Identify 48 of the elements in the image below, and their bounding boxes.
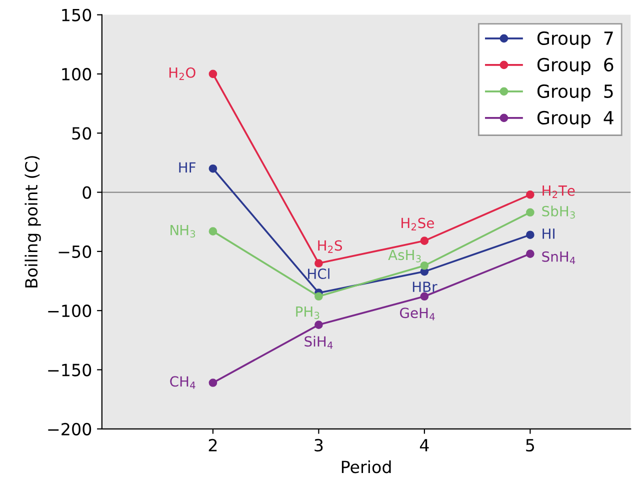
point (526, 190, 534, 199)
y-tick-label: 100 (62, 68, 92, 81)
point (208, 70, 218, 78)
annotation: PH$_{3}$ (296, 306, 320, 320)
y-tick-label: −50 (58, 245, 92, 258)
annotation: NH$_{3}$ (170, 225, 196, 238)
x-tick-label: 4 (420, 439, 429, 452)
annotation: HBr (412, 282, 438, 292)
annotation: HCl (308, 268, 330, 280)
annotation: H$_{2}$Te (542, 186, 575, 198)
annotation: SbH$_{3}$ (542, 206, 575, 219)
point (314, 292, 323, 301)
point (526, 230, 534, 240)
point (314, 320, 323, 329)
x-tick-label: 5 (526, 439, 534, 452)
point (208, 378, 218, 387)
y-tick-label: 150 (62, 8, 92, 22)
annotation: HI (542, 228, 554, 239)
y-tick-label: −200 (48, 422, 92, 436)
point (526, 250, 534, 258)
point (208, 227, 218, 236)
legend-label: Group 6 (537, 58, 614, 76)
annotation: GeH$_{4}$ (400, 308, 435, 320)
y-tick-label: 50 (72, 127, 92, 140)
annotation: SiH$_{4}$ (304, 336, 333, 349)
y-tick-label: −100 (48, 304, 92, 318)
y-axis-title: Boiling point (C) (24, 156, 41, 288)
annotation: H$_{2}$S (318, 240, 342, 253)
x-tick-label: 3 (314, 438, 323, 452)
annotation: H$_{2}$O (169, 67, 196, 80)
point (314, 259, 323, 268)
annotation: HF (179, 162, 196, 172)
legend-label: Group 7 (537, 31, 613, 49)
x-axis-title: Period (342, 460, 391, 474)
point (208, 164, 218, 173)
legend-label: Group 4 (537, 110, 614, 128)
annotation: CH$_{4}$ (170, 376, 196, 389)
annotation: AsH$_{3}$ (388, 250, 421, 262)
point (420, 292, 429, 301)
point (526, 208, 534, 217)
y-tick-label: −150 (48, 364, 92, 376)
y-tick-label: 0 (82, 186, 92, 199)
point (420, 236, 429, 245)
x-tick-label: 2 (208, 438, 217, 452)
point (420, 261, 429, 270)
legend-label: Group 5 (537, 84, 613, 102)
annotation: H$_{2}$Se (402, 218, 434, 230)
annotation: SnH$_{4}$ (542, 251, 576, 264)
